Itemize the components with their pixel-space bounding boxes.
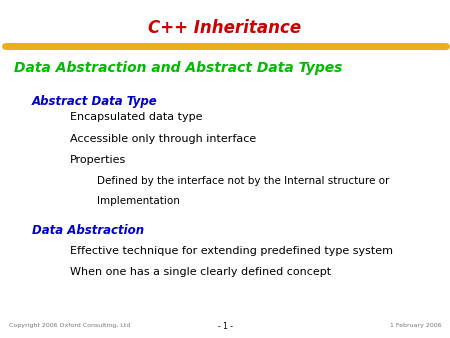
Text: Properties: Properties (70, 155, 126, 165)
Text: 1 February 2006: 1 February 2006 (390, 323, 441, 328)
Text: When one has a single clearly defined concept: When one has a single clearly defined co… (70, 267, 331, 277)
Text: Defined by the interface not by the Internal structure or: Defined by the interface not by the Inte… (97, 176, 389, 186)
Text: Copyright 2006 Oxford Consulting, Ltd: Copyright 2006 Oxford Consulting, Ltd (9, 323, 130, 328)
Text: Abstract Data Type: Abstract Data Type (32, 95, 157, 107)
Text: Implementation: Implementation (97, 196, 180, 206)
Text: Accessible only through interface: Accessible only through interface (70, 134, 256, 144)
Text: C++ Inheritance: C++ Inheritance (148, 19, 302, 37)
Text: - 1 -: - 1 - (217, 321, 233, 331)
Text: Data Abstraction: Data Abstraction (32, 224, 144, 237)
Text: Data Abstraction and Abstract Data Types: Data Abstraction and Abstract Data Types (14, 61, 342, 75)
Text: Effective technique for extending predefined type system: Effective technique for extending predef… (70, 246, 393, 256)
Text: Encapsulated data type: Encapsulated data type (70, 112, 202, 122)
